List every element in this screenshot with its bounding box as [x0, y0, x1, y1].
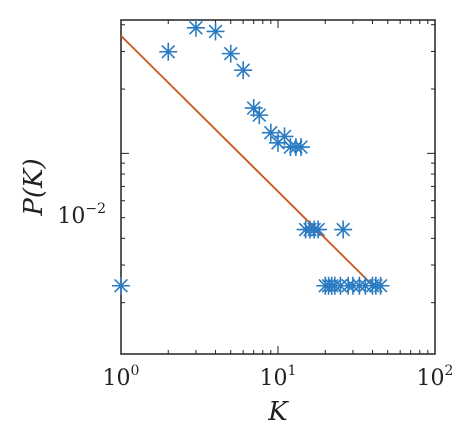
y-tick-label-0.01: 10−2: [57, 201, 106, 229]
x-tick-label-10: 101: [260, 363, 297, 391]
x-axis-tick-labels: 100 101 102: [103, 363, 454, 391]
data-point: [186, 18, 205, 37]
y-axis-ticks: [121, 24, 435, 304]
data-markers: [112, 18, 390, 295]
x-axis-label: K: [267, 397, 289, 427]
data-point: [112, 276, 130, 295]
y-axis-tick-labels: 10−2: [57, 201, 106, 229]
data-point: [371, 276, 390, 295]
data-point: [334, 220, 353, 239]
data-point: [234, 61, 253, 80]
fit-line: [120, 35, 377, 290]
x-tick-label-1: 100: [103, 363, 140, 391]
data-point: [275, 127, 294, 146]
data-point: [159, 42, 178, 61]
data-point: [261, 123, 280, 142]
y-axis-label: P(K): [19, 158, 49, 216]
x-tick-label-100: 102: [417, 363, 454, 391]
data-point: [221, 44, 240, 63]
x-axis-ticks: [167, 20, 429, 354]
data-point: [206, 22, 225, 41]
data-point: [250, 106, 269, 125]
data-point: [291, 138, 310, 157]
data-point: [309, 220, 328, 239]
plot-area-frame: [120, 19, 436, 355]
